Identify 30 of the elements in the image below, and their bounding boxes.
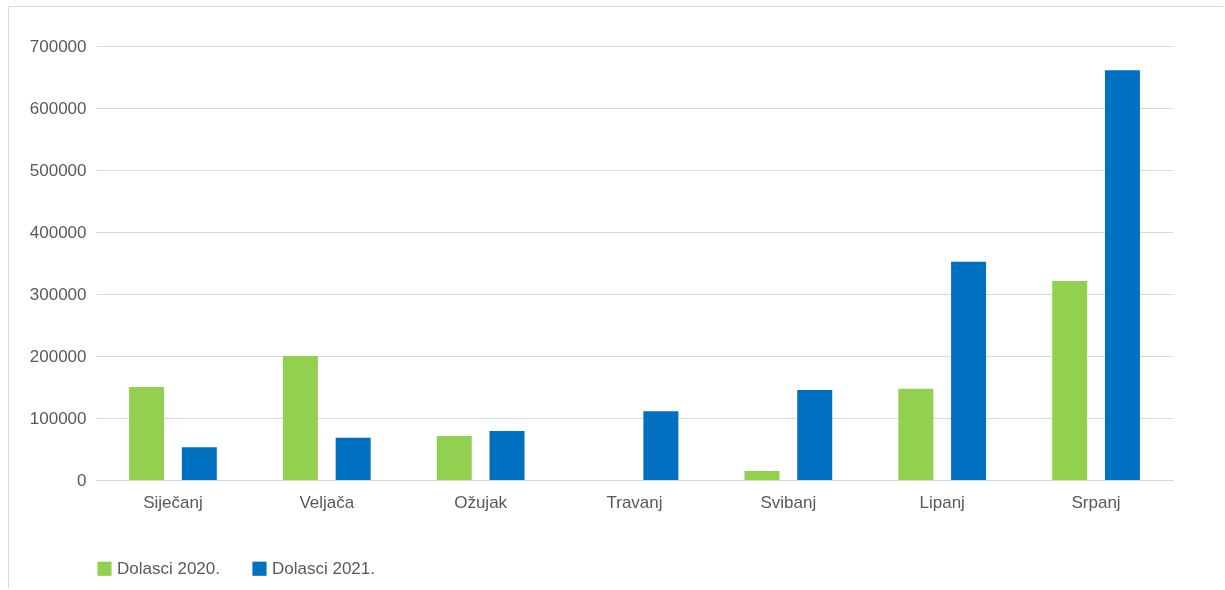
legend-label: Dolasci 2020. — [117, 558, 221, 578]
y-tick-label: 100000 — [29, 408, 87, 428]
y-tick-label: 200000 — [29, 346, 87, 366]
bar — [797, 390, 833, 480]
x-tick-label: Ožujak — [454, 492, 508, 512]
x-tick-label: Lipanj — [919, 492, 965, 512]
bar — [181, 447, 217, 480]
y-tick-label: 500000 — [29, 160, 87, 180]
bar — [129, 387, 165, 480]
y-tick-label: 0 — [77, 470, 87, 490]
bar — [643, 411, 679, 480]
bar — [436, 435, 472, 480]
y-tick-label: 300000 — [29, 284, 87, 304]
x-tick-label: Siječanj — [143, 492, 203, 512]
x-tick-label: Srpanj — [1071, 492, 1121, 512]
bar — [951, 261, 987, 480]
y-tick-label: 400000 — [29, 222, 87, 242]
x-tick-label: Travanj — [606, 492, 663, 512]
x-tick-label: Svibanj — [760, 492, 817, 512]
y-tick-label: 600000 — [29, 98, 87, 118]
x-tick-label: Veljača — [299, 492, 355, 512]
bar — [1104, 70, 1140, 480]
bar — [335, 437, 371, 480]
bar — [489, 431, 525, 480]
bar — [898, 388, 934, 480]
bar — [744, 471, 780, 480]
y-tick-label: 700000 — [29, 36, 87, 56]
bar — [1052, 280, 1088, 480]
legend-label: Dolasci 2021. — [272, 558, 376, 578]
bar — [282, 356, 318, 480]
